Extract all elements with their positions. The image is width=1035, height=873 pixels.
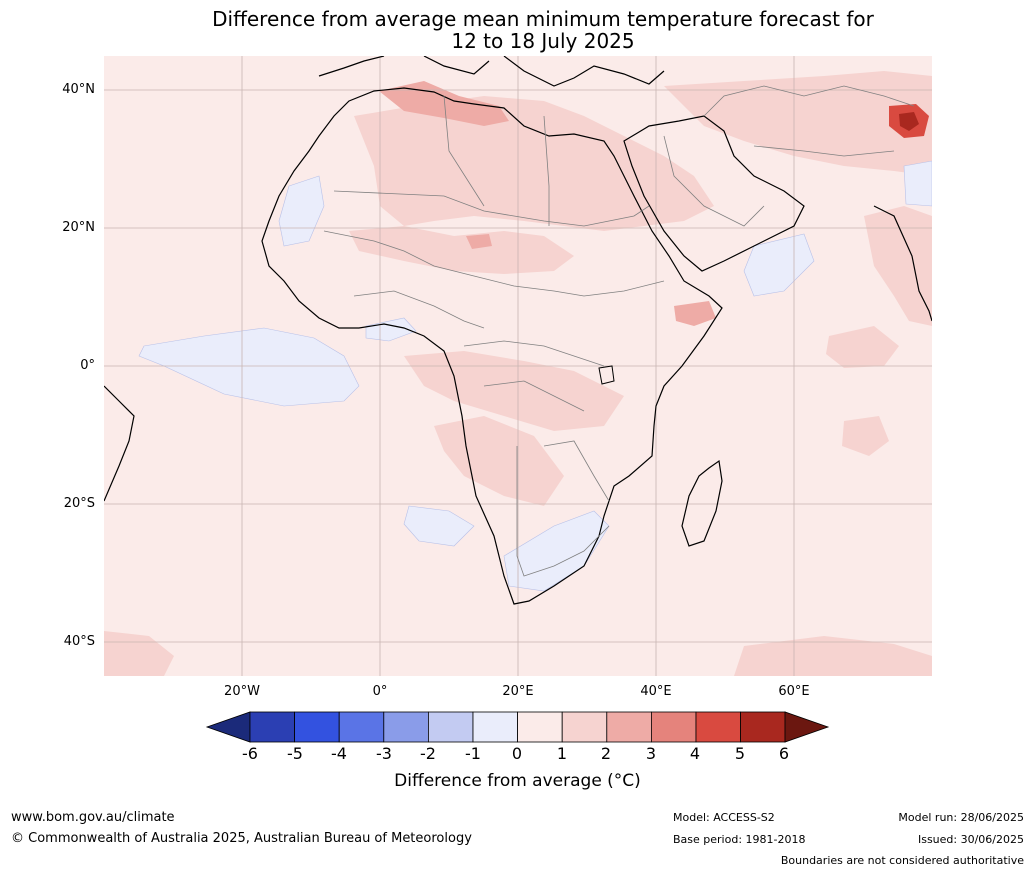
graticule xyxy=(104,56,932,676)
lat-label-20s: 20°S xyxy=(63,496,95,511)
colorbar-cell xyxy=(517,711,563,743)
map-canvas xyxy=(104,56,932,676)
colorbar-high-extension xyxy=(784,711,830,743)
colorbar-tick: 1 xyxy=(556,744,568,763)
lat-label-equator: 0° xyxy=(80,358,95,373)
anomaly-area-south-indian xyxy=(842,416,889,456)
anomaly-area-indian-ocean xyxy=(826,326,899,368)
cool-area-south-africa xyxy=(503,510,610,592)
south-america-coastline xyxy=(104,385,135,502)
africa-coastline xyxy=(261,87,723,605)
anomaly-area-north-africa xyxy=(354,96,714,231)
india-coastline xyxy=(873,205,932,322)
colorbar-cell xyxy=(606,711,652,743)
lon-label-20w: 20°W xyxy=(224,684,260,699)
anomaly-area-mediterranean xyxy=(379,81,509,126)
forecast-map xyxy=(104,56,932,676)
colorbar-cell xyxy=(383,711,429,743)
colorbar-tick: 4 xyxy=(689,744,701,763)
colorbar-tick: -2 xyxy=(420,744,436,763)
map-title: Difference from average mean minimum tem… xyxy=(0,8,1035,52)
footer-base-period: Base period: 1981-2018 xyxy=(673,833,806,846)
country-borders xyxy=(323,85,915,577)
colorbar-label: Difference from average (°C) xyxy=(394,771,641,791)
colorbar-cell xyxy=(695,711,741,743)
cool-area-guinea-gulf xyxy=(365,317,417,342)
lat-label-40n: 40°N xyxy=(62,82,95,97)
anomaly-small-warm-patch xyxy=(466,234,492,249)
colorbar-cell xyxy=(472,711,518,743)
lake-victoria xyxy=(598,365,615,385)
title-line-1: Difference from average mean minimum tem… xyxy=(212,7,874,31)
cool-area-arabian-sea xyxy=(743,233,815,297)
footer-issued: Issued: 30/06/2025 xyxy=(917,833,1024,846)
lon-label-40e: 40°E xyxy=(640,684,672,699)
colorbar-cell xyxy=(249,711,295,743)
cool-area-atlantic-south xyxy=(403,505,475,547)
lat-label-40s: 40°S xyxy=(63,634,95,649)
colorbar-tick: 6 xyxy=(778,744,790,763)
colorbar-tick: 3 xyxy=(645,744,657,763)
footer-model-run: Model run: 28/06/2025 xyxy=(898,811,1024,824)
colorbar-cell xyxy=(294,711,340,743)
colorbar-cell xyxy=(740,711,786,743)
anomaly-area-india xyxy=(864,206,932,326)
lat-label-20n: 20°N xyxy=(62,220,95,235)
arabia-coastline xyxy=(623,115,805,272)
colorbar-low-extension xyxy=(205,711,251,743)
colorbar-tick: -1 xyxy=(465,744,481,763)
cool-area-west-africa xyxy=(278,175,325,247)
colorbar-tick: -3 xyxy=(376,744,392,763)
anomaly-area-far-south-east xyxy=(734,636,932,676)
anomaly-hotspot-core xyxy=(899,112,919,131)
colorbar-tick: 2 xyxy=(600,744,612,763)
lon-label-20e: 20°E xyxy=(502,684,534,699)
lon-label-0: 0° xyxy=(372,684,388,699)
colorbar xyxy=(205,711,830,743)
colorbar-cell xyxy=(338,711,385,743)
anomaly-area-central-africa xyxy=(404,351,624,431)
colorbar-tick: -6 xyxy=(242,744,258,763)
footer-copyright: © Commonwealth of Australia 2025, Austra… xyxy=(11,831,472,846)
colorbar-tick: -5 xyxy=(287,744,303,763)
colorbar-tick: -4 xyxy=(331,744,347,763)
cool-area-atlantic xyxy=(138,327,360,407)
footer-disclaimer: Boundaries are not considered authoritat… xyxy=(780,854,1024,867)
europe-coastline xyxy=(318,56,665,87)
colorbar-cell xyxy=(561,711,608,743)
anomaly-area-southern-africa xyxy=(434,416,564,506)
colorbar-tick: 0 xyxy=(511,744,523,763)
anomaly-area-red-sea xyxy=(674,301,716,326)
anomaly-area-middle-east xyxy=(664,71,932,176)
colorbar-cell xyxy=(427,711,474,743)
title-line-2: 12 to 18 July 2025 xyxy=(451,29,635,53)
footer-model: Model: ACCESS-S2 xyxy=(673,811,775,824)
colorbar-tick: 5 xyxy=(734,744,746,763)
madagascar-coastline xyxy=(681,459,723,547)
footer-url[interactable]: www.bom.gov.au/climate xyxy=(11,810,175,825)
lon-label-60e: 60°E xyxy=(778,684,810,699)
cool-area-bay-of-bengal xyxy=(903,160,932,207)
colorbar-cell xyxy=(650,711,697,743)
